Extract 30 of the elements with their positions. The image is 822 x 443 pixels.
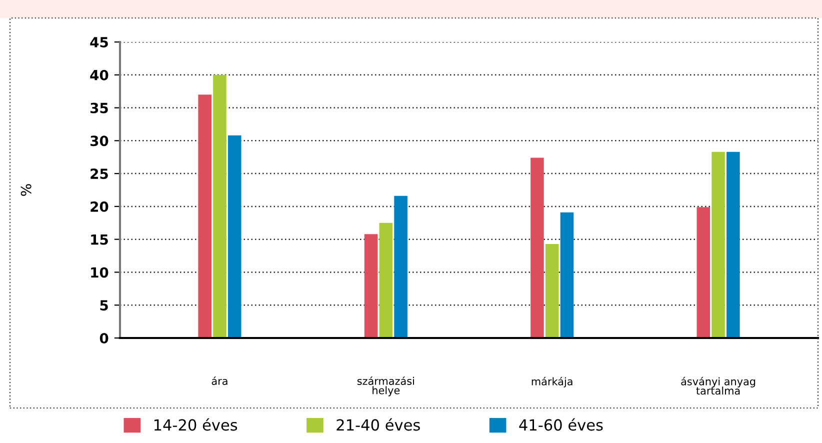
y-tick-label: 40 [90,70,108,80]
bar [198,94,212,338]
x-tick-label: ásványi anyag tartalma [681,376,756,395]
bar [364,234,378,338]
y-tick-label: 0 [100,332,108,344]
bar [394,196,408,338]
bar [379,222,393,338]
y-tick-label: 20 [90,201,108,212]
x-tick-label: származási helye [357,376,414,396]
y-tick-label: 35 [90,102,108,114]
bar [726,152,740,338]
bar [545,244,559,338]
y-tick-label: 15 [91,234,108,245]
y-tick-label: 25 [90,168,108,180]
bar [213,74,226,338]
bar [228,135,242,338]
bar [696,207,710,338]
y-tick-label: 30 [90,136,108,146]
x-tick-label: márkája [532,376,572,388]
y-tick-label: 45 [90,37,108,48]
legend-label: 21-40 éves [336,418,420,431]
y-tick-label: 10 [91,267,108,278]
bar [712,152,725,338]
bar [530,158,544,338]
bar [560,212,574,338]
x-tick-label: ára [212,376,228,385]
y-axis-title: % [20,184,32,196]
y-tick-label: 5 [100,300,108,311]
legend-label: 41-60 éves [519,418,603,431]
legend-label: 14-20 éves [154,418,238,431]
